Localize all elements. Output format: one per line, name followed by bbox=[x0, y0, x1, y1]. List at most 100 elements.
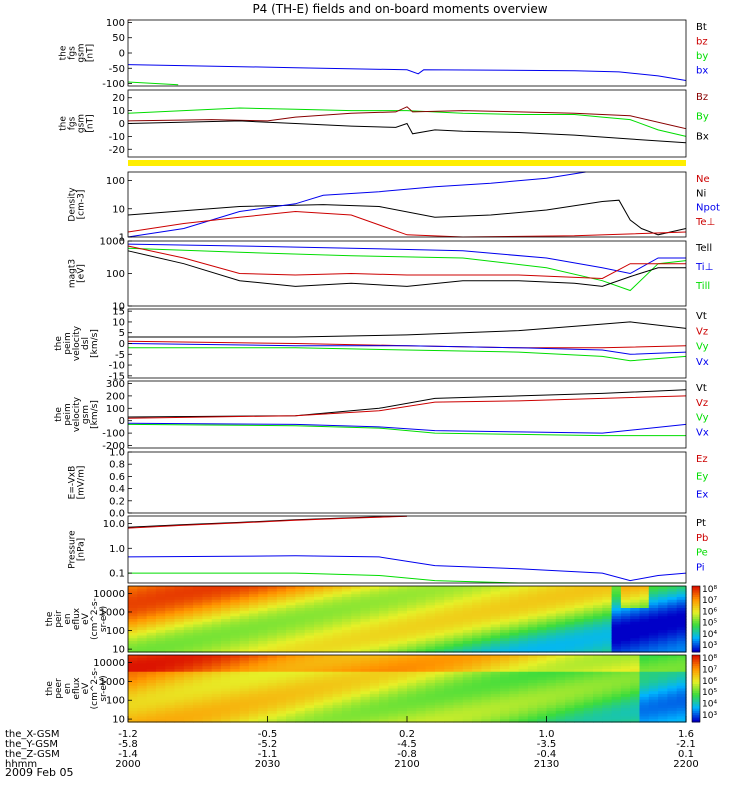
heatmap-cell bbox=[462, 685, 473, 690]
heatmap-cell bbox=[397, 680, 408, 684]
heatmap-cell bbox=[676, 588, 687, 593]
heatmap-cell bbox=[183, 655, 194, 659]
heatmap-cell bbox=[258, 674, 269, 678]
heatmap-cell bbox=[583, 677, 594, 681]
heatmap-cell bbox=[230, 627, 241, 631]
heatmap-cell bbox=[407, 677, 417, 681]
heatmap-cell bbox=[276, 599, 287, 604]
heatmap-cell bbox=[314, 616, 324, 620]
heatmap-cell bbox=[276, 696, 287, 701]
heatmap-cell bbox=[527, 594, 538, 598]
heatmap-cell bbox=[472, 608, 482, 612]
heatmap-cell bbox=[360, 586, 371, 590]
y-axis-label: Pressure bbox=[68, 530, 78, 569]
heatmap-cell bbox=[341, 660, 352, 664]
heatmap-cell bbox=[314, 671, 324, 676]
heatmap-cell bbox=[593, 594, 603, 598]
heatmap-cell bbox=[537, 677, 548, 681]
heatmap-cell bbox=[258, 694, 269, 698]
heatmap-cell bbox=[630, 616, 641, 620]
heatmap-cell bbox=[546, 619, 557, 623]
heatmap-cell bbox=[565, 688, 575, 692]
heatmap-cell bbox=[416, 597, 427, 601]
heatmap-cell bbox=[397, 671, 408, 676]
heatmap-cell bbox=[583, 674, 594, 678]
heatmap-cell bbox=[146, 688, 157, 692]
x-row-label: the_Z-GSM bbox=[5, 749, 60, 760]
heatmap-cell bbox=[221, 710, 231, 715]
colorbar-swatch bbox=[692, 688, 700, 692]
heatmap-cell bbox=[211, 608, 222, 612]
heatmap-cell bbox=[676, 649, 687, 653]
heatmap-cell bbox=[183, 699, 194, 704]
heatmap-cell bbox=[593, 657, 603, 662]
heatmap-cell bbox=[332, 649, 343, 653]
heatmap-cell bbox=[509, 627, 520, 631]
heatmap-cell bbox=[509, 605, 520, 609]
heatmap-cell bbox=[425, 660, 436, 664]
y-axis-label: E=-VxB bbox=[68, 466, 78, 500]
heatmap-cell bbox=[211, 694, 222, 698]
heatmap-cell bbox=[295, 605, 306, 609]
heatmap-cell bbox=[630, 638, 641, 642]
heatmap-cell bbox=[267, 632, 278, 637]
heatmap-cell bbox=[379, 710, 389, 715]
colorbar-swatch bbox=[692, 649, 700, 653]
heatmap-cell bbox=[174, 699, 185, 704]
heatmap-cell bbox=[620, 630, 631, 634]
heatmap-cell bbox=[211, 605, 222, 609]
heatmap-cell bbox=[630, 641, 641, 645]
heatmap-cell bbox=[434, 663, 445, 667]
heatmap-cell bbox=[276, 657, 287, 662]
heatmap-cell bbox=[472, 586, 482, 590]
heatmap-cell bbox=[667, 591, 678, 595]
heatmap-cell bbox=[555, 655, 566, 659]
heatmap-cell bbox=[193, 594, 203, 598]
colorbar-swatch bbox=[692, 717, 700, 721]
heatmap-cell bbox=[583, 688, 594, 692]
heatmap-cell bbox=[137, 708, 148, 712]
heatmap-cell bbox=[155, 710, 166, 715]
heatmap-cell bbox=[379, 680, 389, 684]
heatmap-cell bbox=[676, 694, 687, 698]
heatmap-cell bbox=[332, 719, 343, 723]
heatmap-cell bbox=[165, 702, 176, 706]
heatmap-cell bbox=[574, 630, 585, 634]
heatmap-cell bbox=[146, 708, 157, 712]
heatmap-cell bbox=[388, 660, 399, 664]
heatmap-cell bbox=[602, 713, 613, 718]
heatmap-cell bbox=[407, 660, 417, 664]
heatmap-cell bbox=[267, 616, 278, 620]
heatmap-cell bbox=[555, 649, 566, 653]
x-row-value: 0.2 bbox=[399, 729, 415, 740]
heatmap-cell bbox=[341, 688, 352, 692]
heatmap-cell bbox=[314, 613, 324, 617]
heatmap-cell bbox=[602, 660, 613, 664]
heatmap-cell bbox=[332, 688, 343, 692]
heatmap-cell bbox=[490, 605, 501, 609]
heatmap-cell bbox=[286, 643, 296, 648]
heatmap-cell bbox=[630, 702, 641, 706]
heatmap-cell bbox=[676, 638, 687, 642]
heatmap-cell bbox=[137, 619, 148, 623]
heatmap-cell bbox=[239, 597, 250, 601]
heatmap-cell bbox=[128, 619, 138, 623]
heatmap-cell bbox=[555, 671, 566, 676]
heatmap-cell bbox=[518, 716, 529, 720]
heatmap-cell bbox=[323, 627, 334, 631]
heatmap-cell bbox=[165, 716, 176, 720]
heatmap-cell bbox=[434, 685, 445, 690]
heatmap-cell bbox=[304, 624, 315, 628]
heatmap-cell bbox=[602, 705, 613, 709]
heatmap-cell bbox=[555, 666, 566, 670]
heatmap-cell bbox=[500, 624, 510, 628]
heatmap-cell bbox=[193, 691, 203, 695]
heatmap-cell bbox=[648, 708, 659, 712]
heatmap-cell bbox=[481, 713, 492, 718]
colorbar-frame bbox=[691, 654, 701, 723]
heatmap-cell bbox=[667, 668, 678, 673]
heatmap-cell bbox=[397, 666, 408, 670]
heatmap-cell bbox=[379, 643, 389, 648]
heatmap-cell bbox=[546, 594, 557, 598]
heatmap-cell bbox=[407, 680, 417, 684]
